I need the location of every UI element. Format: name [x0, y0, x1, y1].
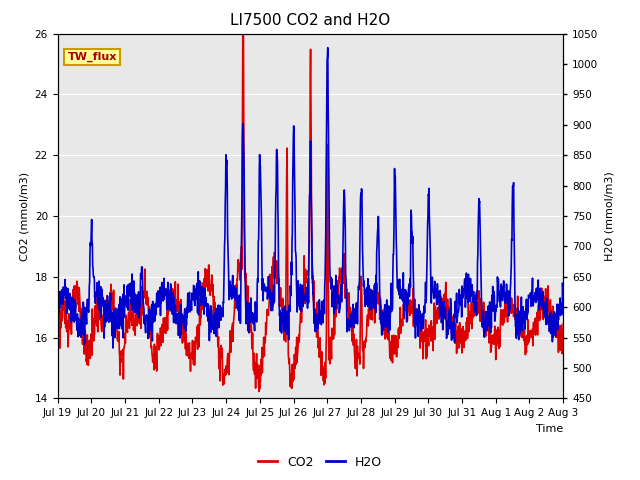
CO2: [269, 269, 276, 275]
CO2: [113, 337, 121, 343]
H2O: [324, 45, 332, 50]
Text: TW_flux: TW_flux: [68, 52, 117, 62]
Y-axis label: CO2 (mmol/m3): CO2 (mmol/m3): [19, 171, 29, 261]
H2O: [559, 312, 567, 318]
Line: H2O: H2O: [58, 48, 563, 348]
H2O: [279, 305, 287, 311]
Y-axis label: H2O (mmol/m3): H2O (mmol/m3): [604, 171, 614, 261]
Legend: CO2, H2O: CO2, H2O: [253, 451, 387, 474]
H2O: [93, 294, 100, 300]
CO2: [54, 347, 61, 353]
H2O: [269, 308, 276, 313]
H2O: [288, 239, 296, 245]
H2O: [109, 345, 116, 351]
CO2: [93, 323, 100, 329]
CO2: [239, 31, 246, 36]
Line: CO2: CO2: [58, 34, 563, 392]
Title: LI7500 CO2 and H2O: LI7500 CO2 and H2O: [230, 13, 390, 28]
CO2: [342, 294, 350, 300]
CO2: [280, 301, 287, 307]
X-axis label: Time: Time: [536, 424, 563, 433]
CO2: [255, 389, 263, 395]
H2O: [114, 322, 122, 328]
CO2: [289, 362, 296, 368]
H2O: [342, 275, 350, 281]
CO2: [559, 321, 567, 327]
H2O: [54, 283, 61, 288]
